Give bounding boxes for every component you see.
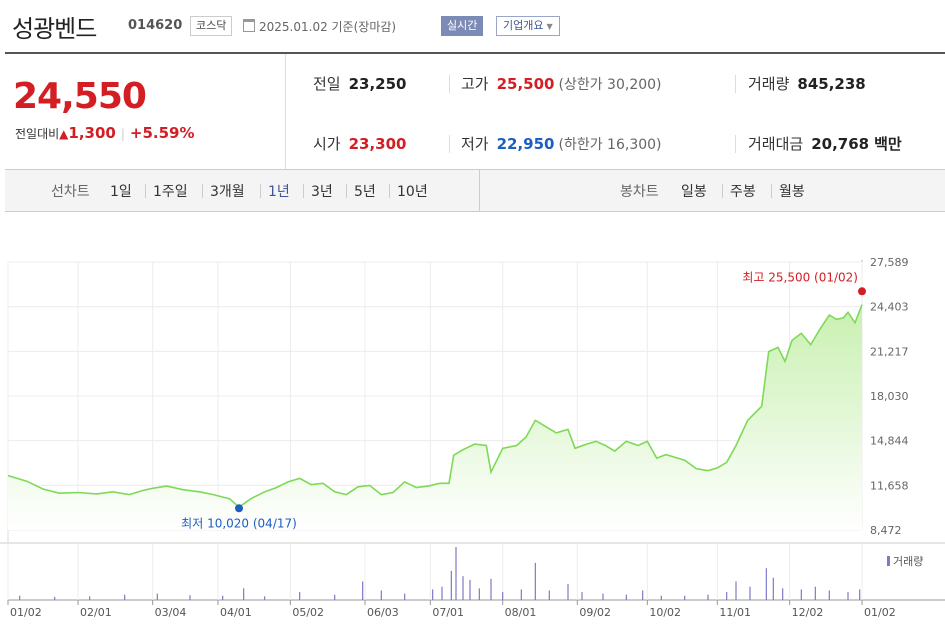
day-low: 저가 22,950 (하한가 16,300) <box>461 135 662 153</box>
x-tick-label: 07/01 <box>432 606 464 619</box>
current-price-panel: 24,550 전일대비▲1,300 | +5.59% <box>5 54 286 169</box>
price-line <box>7 304 863 509</box>
tab-3y[interactable]: 3년 <box>311 184 333 200</box>
price-chart-svg: 27,589 24,403 21,217 18,030 14,844 11,658 8,47… <box>0 256 945 619</box>
stock-code: 014620 <box>128 18 183 33</box>
realtime-button[interactable]: 실시간 <box>441 16 484 36</box>
low-point-marker <box>235 504 243 513</box>
x-tick-label: 11/01 <box>719 606 751 619</box>
x-tick-label: 03/04 <box>155 606 187 619</box>
y-tick-label: 27,589 <box>870 256 909 269</box>
company-overview-button[interactable]: 기업개요 ▼ <box>496 16 560 36</box>
low-annotation: 최저 10,020 (04/17) <box>181 516 297 530</box>
tab-monthly-candle[interactable]: 월봉 <box>779 184 805 200</box>
trade-value: 거래대금 20,768 백만 <box>748 135 902 153</box>
price-chart[interactable]: 27,589 24,403 21,217 18,030 14,844 11,658 8,47… <box>0 212 945 635</box>
x-tick-label: 10/02 <box>649 606 681 619</box>
calendar-icon <box>243 19 255 32</box>
y-tick-label: 8,472 <box>870 524 902 537</box>
x-tick-label: 06/03 <box>367 606 399 619</box>
tab-weekly-candle[interactable]: 주봉 <box>730 184 756 200</box>
x-tick-label: 08/01 <box>505 606 537 619</box>
prev-close: 전일 23,250 <box>313 75 407 93</box>
y-tick-label: 11,658 <box>870 479 909 492</box>
x-tick-label: 12/02 <box>792 606 824 619</box>
volume-swatch <box>887 556 890 566</box>
line-chart-label: 선차트 <box>51 184 90 200</box>
market-badge: 코스닥 <box>190 16 233 36</box>
y-tick-label: 24,403 <box>870 301 909 314</box>
change-summary: 전일대비▲1,300 | +5.59% <box>15 124 195 142</box>
up-arrow-icon: ▲ <box>59 127 69 141</box>
price-area <box>8 304 862 530</box>
x-tick-label: 04/01 <box>220 606 252 619</box>
high-annotation: 최고 25,500 (01/02) <box>742 270 858 284</box>
x-tick-label: 05/02 <box>292 606 324 619</box>
tab-10y[interactable]: 10년 <box>397 184 428 200</box>
tab-1y[interactable]: 1년 <box>268 184 290 200</box>
stock-name: 성광벤드 <box>12 15 97 43</box>
x-tick-label: 02/01 <box>80 606 112 619</box>
as-of-date: 2025.01.02 기준(장마감) <box>259 20 397 34</box>
candle-chart-label: 봉차트 <box>620 184 659 200</box>
y-tick-label: 21,217 <box>870 345 909 358</box>
quote-panel: 24,550 전일대비▲1,300 | +5.59% 전일 23,250 고가 25,5… <box>5 52 945 170</box>
current-price: 24,550 <box>13 76 147 117</box>
high-point-marker <box>858 287 866 296</box>
x-tick-label: 01/02 <box>10 606 42 619</box>
volume-legend: 거래량 <box>887 553 923 569</box>
tab-5y[interactable]: 5년 <box>354 184 376 200</box>
company-overview-label: 기업개요 <box>503 19 544 32</box>
open-price: 시가 23,300 <box>313 135 407 153</box>
tab-1w[interactable]: 1주일 <box>153 184 188 200</box>
y-tick-label: 18,030 <box>870 390 909 403</box>
x-tick-label: 09/02 <box>579 606 611 619</box>
chart-tab-bar: 선차트 1일 1주일 3개월 1년 3년 5년 10년 봉차트 일봉 주봉 월봉 <box>5 170 945 212</box>
volume: 거래량 845,238 <box>748 75 866 93</box>
tab-3m[interactable]: 3개월 <box>210 184 245 200</box>
tab-1d[interactable]: 1일 <box>110 184 132 200</box>
tab-daily-candle[interactable]: 일봉 <box>681 184 707 200</box>
change-percent: +5.59% <box>129 124 195 142</box>
day-high: 고가 25,500 (상한가 30,200) <box>461 75 662 93</box>
change-label: 전일대비 <box>15 127 60 141</box>
change-amount: 1,300 <box>68 124 116 142</box>
chevron-down-icon: ▼ <box>546 22 553 31</box>
stock-header: 성광벤드 014620 코스닥 2025.01.02 기준(장마감) 실시간 기… <box>0 0 945 52</box>
y-tick-label: 14,844 <box>870 435 909 448</box>
x-tick-label: 01/02 <box>864 606 896 619</box>
